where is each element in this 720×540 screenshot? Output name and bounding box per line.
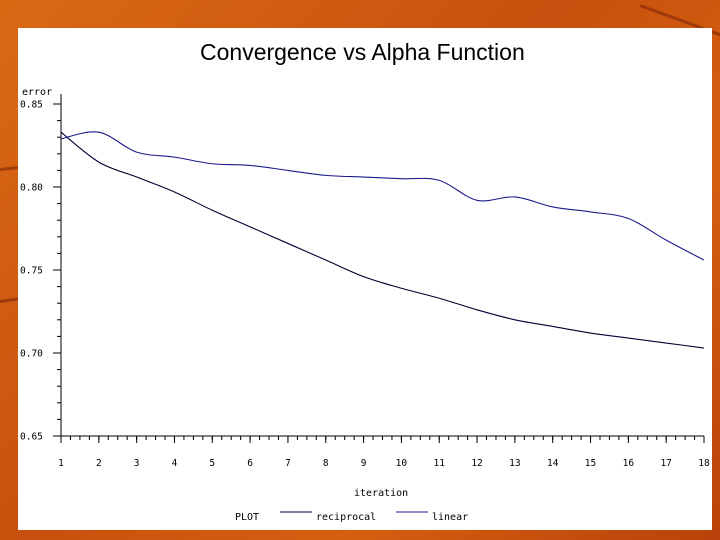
- y-tick-label: 0.80: [20, 183, 43, 194]
- legend-label-linear: linear: [432, 512, 468, 523]
- x-tick-label: 3: [134, 458, 140, 469]
- x-tick-label: 2: [96, 458, 102, 469]
- x-tick-label: 9: [361, 458, 367, 469]
- x-tick-label: 10: [396, 458, 408, 469]
- y-tick-label: 0.75: [20, 266, 43, 277]
- x-tick-label: 11: [434, 458, 446, 469]
- x-tick-label: 6: [247, 458, 253, 469]
- chart-panel: Convergence vs Alpha Function error iter…: [18, 28, 712, 530]
- x-tick-label: 8: [323, 458, 329, 469]
- x-tick-label: 16: [623, 458, 635, 469]
- x-tick-label: 13: [509, 458, 520, 469]
- legend-label-reciprocal: reciprocal: [316, 512, 376, 523]
- y-tick-label: 0.65: [20, 432, 43, 443]
- x-axis-label: iteration: [354, 488, 408, 499]
- x-tick-label: 15: [585, 458, 596, 469]
- line-chart: Convergence vs Alpha Function error iter…: [20, 39, 710, 523]
- x-tick-label: 14: [547, 458, 559, 469]
- x-tick-label: 12: [471, 458, 482, 469]
- x-tick-label: 17: [660, 458, 671, 469]
- x-tick-label: 7: [285, 458, 291, 469]
- series-line-linear: [60, 131, 705, 261]
- chart-title: Convergence vs Alpha Function: [200, 39, 525, 65]
- x-tick-label: 18: [698, 458, 710, 469]
- x-tick-label: 5: [209, 458, 215, 469]
- x-tick-label: 4: [172, 458, 178, 469]
- y-tick-label: 0.85: [20, 100, 43, 111]
- x-tick-label: 1: [58, 458, 64, 469]
- y-axis-label: error: [22, 87, 52, 98]
- series-line-reciprocal: [60, 131, 705, 349]
- legend-title: PLOT: [235, 512, 259, 523]
- y-tick-label: 0.70: [20, 349, 43, 360]
